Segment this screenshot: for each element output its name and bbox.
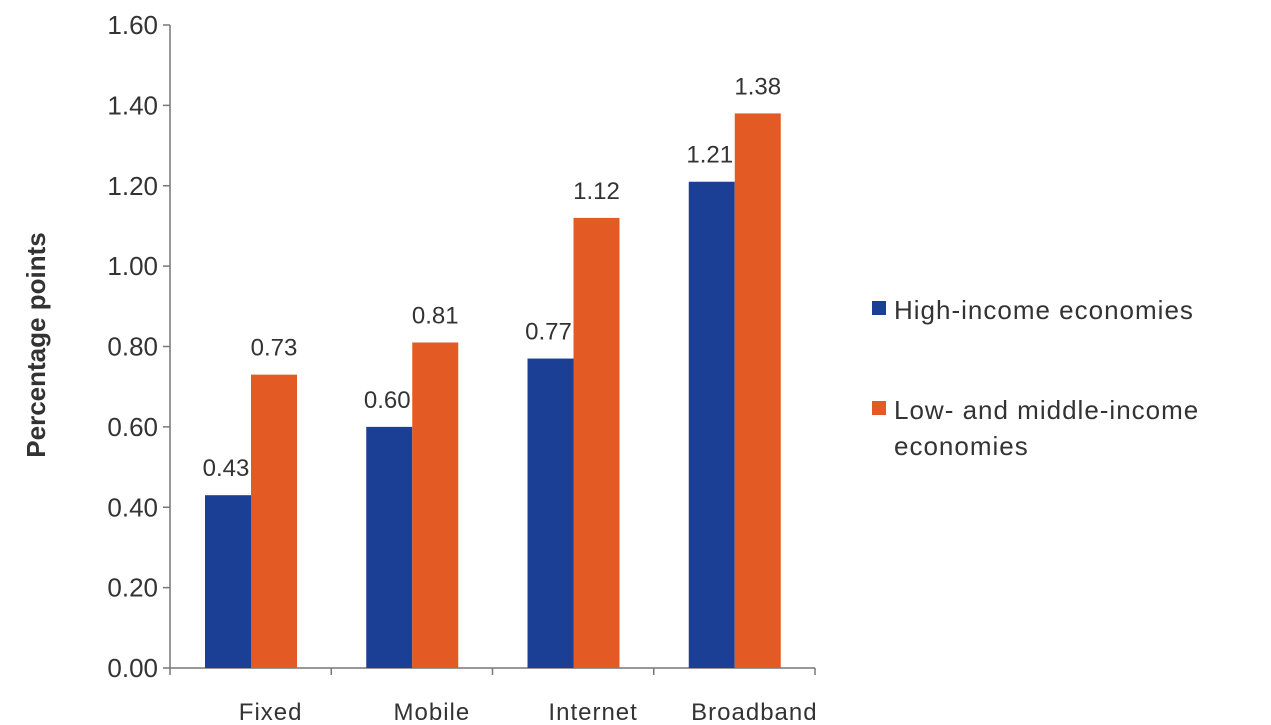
bar (251, 374, 297, 668)
y-tick-label: 1.60 (107, 10, 158, 40)
bar (573, 217, 620, 668)
legend-swatch (872, 301, 886, 315)
y-tick-label: 0.00 (107, 653, 158, 683)
bar (205, 495, 251, 668)
data-labels: 0.43 0.60 0.77 1.21 0.73 0.81 1.12 1.38 (203, 73, 781, 482)
y-tick-label: 1.40 (107, 90, 158, 120)
y-axis-ticks: 0.00 0.20 0.40 0.60 0.80 1.00 1.20 1.40 1.60 (107, 10, 170, 683)
data-label: 0.77 (525, 319, 572, 346)
x-axis-categories: Fixed Mobile Internet Broadband (239, 699, 817, 725)
y-tick-label: 0.40 (107, 492, 158, 522)
data-label: 0.43 (203, 455, 250, 482)
bar (734, 113, 781, 669)
y-axis-title: Percentage points (21, 232, 51, 457)
legend: High-income economies Low- and middle-inc… (872, 295, 1199, 461)
legend-label: Low- and middle-income (894, 395, 1199, 425)
y-tick-label: 0.80 (107, 332, 158, 362)
x-category-label: Mobile (394, 699, 471, 725)
x-category-label: Internet (548, 699, 637, 725)
bar (366, 426, 413, 668)
y-tick-label: 0.20 (107, 573, 158, 603)
bars (205, 113, 781, 669)
data-label: 0.73 (251, 335, 298, 362)
data-label: 1.21 (686, 142, 733, 169)
data-label: 1.38 (734, 73, 781, 100)
legend-swatch (872, 401, 886, 415)
y-tick-label: 1.00 (107, 251, 158, 281)
y-tick-label: 1.20 (107, 171, 158, 201)
bar (688, 181, 735, 668)
data-label: 1.12 (573, 178, 620, 205)
x-category-label: Fixed (239, 699, 303, 725)
y-tick-label: 0.60 (107, 412, 158, 442)
legend-label: economies (894, 431, 1029, 461)
data-label: 0.60 (364, 387, 411, 414)
x-category-label: Broadband (691, 699, 817, 725)
bar (527, 358, 574, 668)
legend-label: High-income economies (894, 295, 1194, 325)
bar (412, 342, 459, 668)
data-label: 0.81 (412, 302, 459, 329)
